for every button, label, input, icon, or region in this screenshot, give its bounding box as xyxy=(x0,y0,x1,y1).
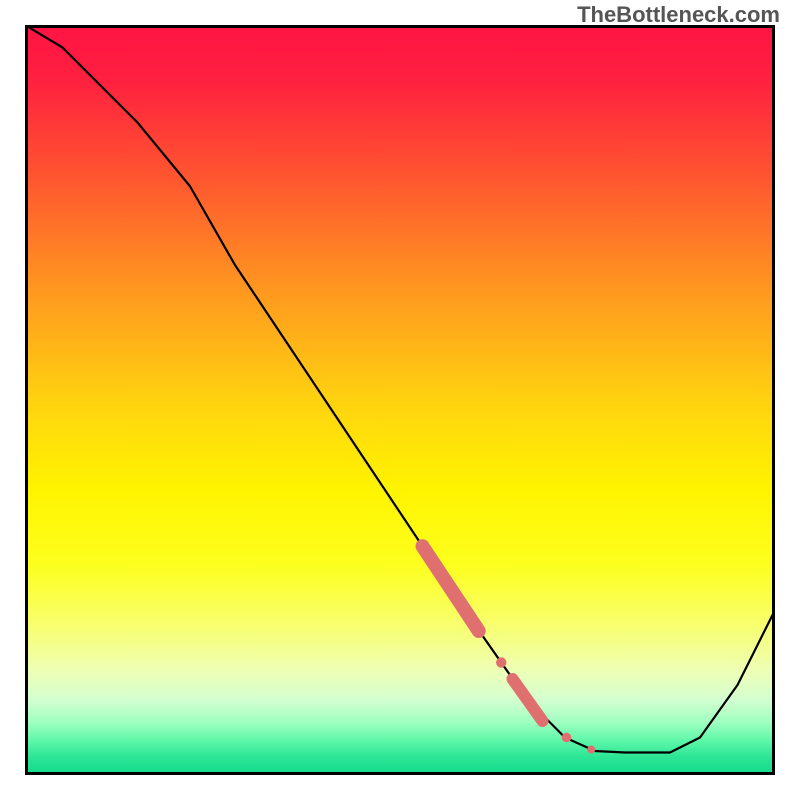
chart-plot-area xyxy=(25,25,775,775)
watermark-text: TheBottleneck.com xyxy=(577,2,780,28)
chart-marker xyxy=(587,746,595,754)
chart-background xyxy=(25,25,775,775)
chart-marker xyxy=(562,733,572,743)
chart-svg xyxy=(25,25,775,775)
chart-marker xyxy=(496,657,506,667)
